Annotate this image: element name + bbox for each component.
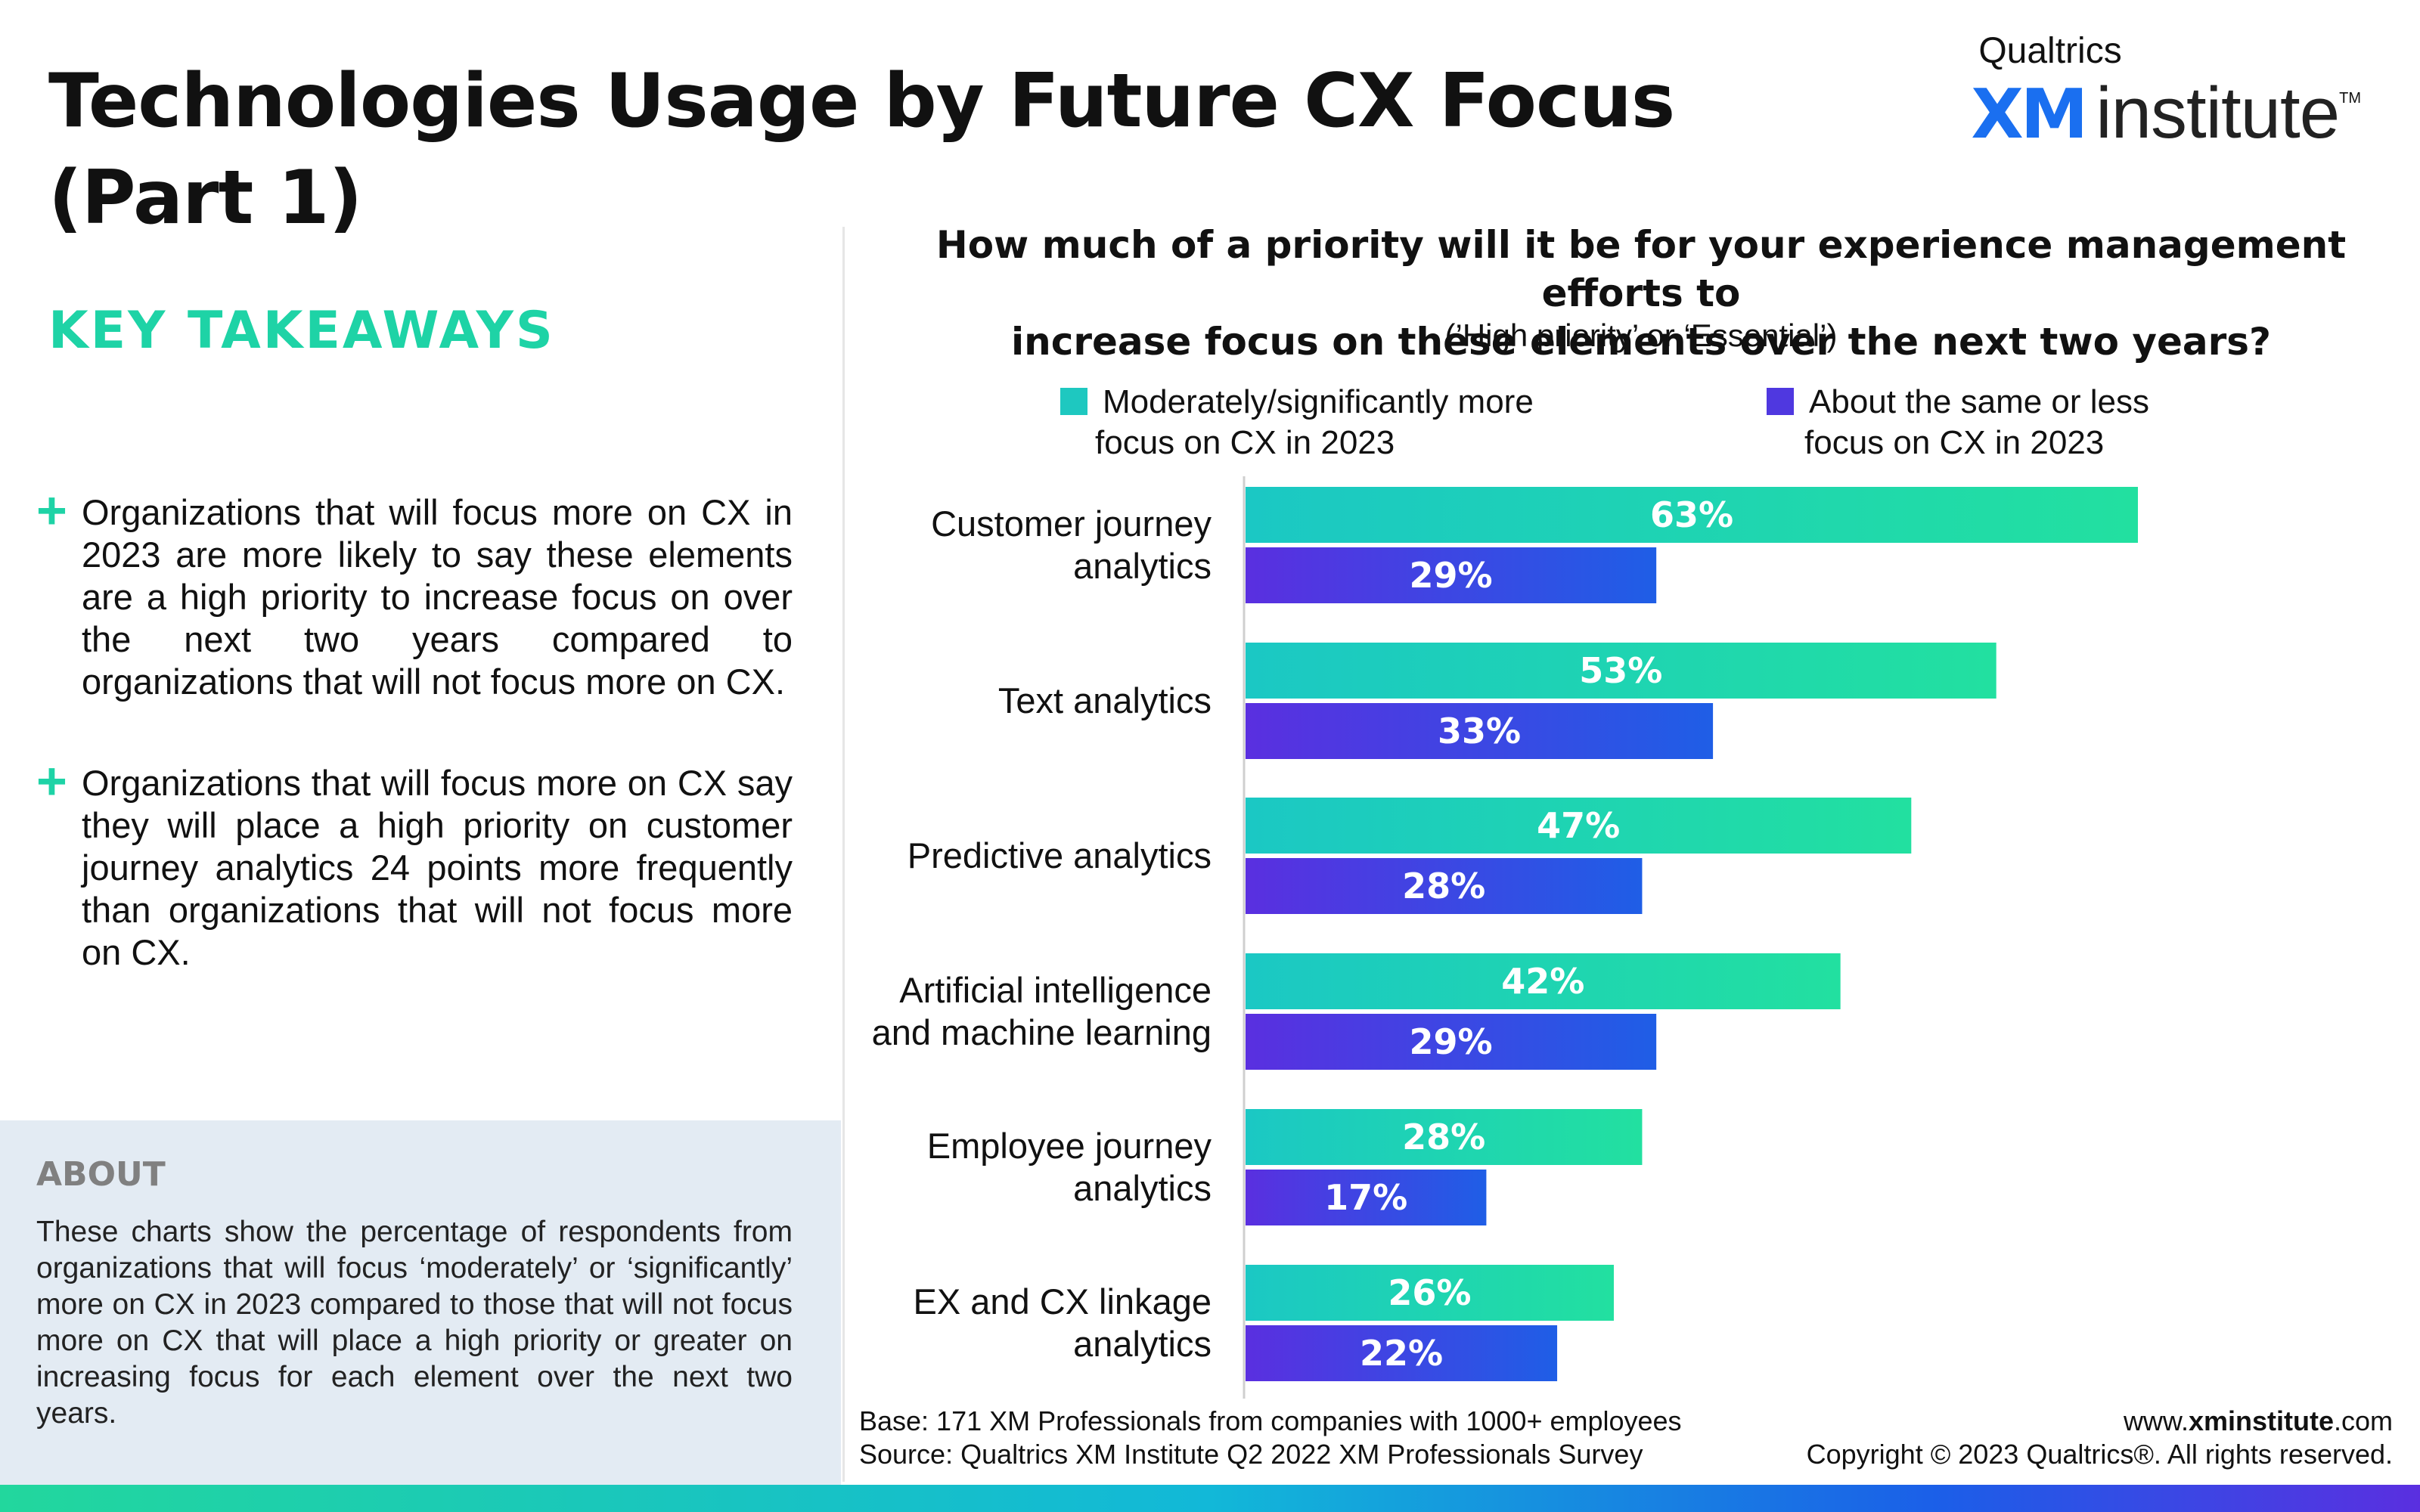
takeaway-text: Organizations that will focus more on CX…	[82, 763, 793, 972]
category-label: Artificial intelligence	[899, 970, 1212, 1010]
bar-series-2	[1246, 547, 1657, 603]
data-label: 47%	[1537, 805, 1620, 846]
page-title-line2: (Part 1)	[48, 155, 362, 241]
category-label: analytics	[1073, 546, 1212, 586]
about-text: These charts show the percentage of resp…	[36, 1216, 793, 1430]
website-name: xminstitute	[2188, 1405, 2334, 1436]
legend-item-same-or-less-focus: About the same or less focus on CX in 20…	[1767, 382, 2296, 463]
bar-series-2	[1246, 703, 1714, 759]
logo-xm: XM	[1971, 75, 2088, 154]
takeaway-text: Organizations that will focus more on CX…	[82, 492, 793, 702]
base-note: Base: 171 XM Professionals from companie…	[859, 1405, 1682, 1436]
bar-series-1	[1246, 1265, 1614, 1321]
data-label: 17%	[1324, 1177, 1407, 1218]
category-label: Employee journey	[927, 1126, 1212, 1166]
bar-series-2	[1246, 1014, 1657, 1070]
takeaway-item: + Organizations that will focus more on …	[36, 754, 793, 974]
data-label: 53%	[1579, 650, 1662, 691]
data-label: 33%	[1438, 711, 1521, 751]
chart-title-line1: How much of a priority will it be for yo…	[935, 223, 2347, 315]
bar-series-1	[1246, 1109, 1643, 1165]
plus-icon: +	[36, 751, 67, 810]
legend-label-line: About the same or less	[1809, 383, 2150, 420]
bar-series-1	[1246, 798, 1912, 854]
category-label: Customer journey	[931, 503, 1212, 544]
key-takeaways-list: + Organizations that will focus more on …	[36, 484, 793, 1033]
website-prefix: www.	[2123, 1405, 2189, 1436]
copyright-text: Copyright © 2023 Qualtrics®. All rights …	[1806, 1439, 2393, 1470]
category-label: Text analytics	[998, 680, 1212, 720]
key-takeaways-heading: KEY TAKEAWAYS	[48, 301, 555, 361]
legend-swatch-more-focus	[1060, 388, 1087, 415]
chart-title: How much of a priority will it be for yo…	[862, 221, 2420, 366]
data-label: 26%	[1388, 1272, 1471, 1313]
category-label: EX and CX linkage	[913, 1281, 1212, 1321]
bar-series-1	[1246, 487, 2138, 543]
legend-item-more-focus: Moderately/significantly more focus on C…	[1060, 382, 1590, 463]
bar-series-2	[1246, 858, 1643, 914]
source-note: Source: Qualtrics XM Institute Q2 2022 X…	[859, 1439, 1643, 1470]
chart-subtitle: (’High priority’ or ‘Essential’)	[1444, 318, 1838, 353]
copyright-block: www.xminstitute.com Copyright © 2023 Qua…	[1807, 1405, 2393, 1471]
xm-institute-logo: Qualtrics XM instituteTM	[1971, 30, 2361, 155]
category-label: analytics	[1073, 1168, 1212, 1208]
about-panel: ABOUT These charts show the percentage o…	[0, 1120, 841, 1512]
legend-swatch-same-or-less-focus	[1767, 388, 1794, 415]
category-label: analytics	[1073, 1324, 1212, 1364]
data-label: 29%	[1410, 555, 1493, 596]
takeaway-item: + Organizations that will focus more on …	[36, 484, 793, 703]
website-suffix: .com	[2333, 1405, 2393, 1436]
data-label: 28%	[1402, 866, 1485, 906]
website-link[interactable]: www.xminstitute.com	[1807, 1405, 2393, 1438]
bar-series-1	[1246, 953, 1841, 1009]
logo-brand: Qualtrics	[1978, 31, 2122, 71]
category-label: Predictive analytics	[908, 835, 1212, 875]
legend-label-more-focus: Moderately/significantly more focus on C…	[1060, 382, 1590, 463]
bottom-gradient-bar	[0, 1485, 2420, 1512]
plus-icon: +	[36, 481, 67, 540]
bar-series-1	[1246, 643, 1996, 699]
data-label: 42%	[1501, 961, 1584, 1002]
section-divider	[842, 227, 845, 1482]
chart-title-line2: increase focus on these elements over th…	[1010, 320, 2272, 364]
logo-institute: institute	[2096, 73, 2340, 153]
legend-label-line: focus on CX in 2023	[1804, 424, 2105, 461]
legend-label-line: focus on CX in 2023	[1095, 424, 1395, 461]
legend-label-line: Moderately/significantly more	[1103, 383, 1534, 420]
category-label: and machine learning	[872, 1012, 1212, 1052]
data-label: 29%	[1410, 1021, 1493, 1062]
page-title-line1: Technologies Usage by Future CX Focus	[48, 58, 1675, 144]
bar-series-2	[1246, 1325, 1558, 1381]
data-label: 63%	[1650, 494, 1733, 535]
bar-series-2	[1246, 1170, 1487, 1225]
about-heading: ABOUT	[36, 1155, 166, 1194]
page-title: Technologies Usage by Future CX Focus (P…	[48, 53, 1712, 246]
data-label: 28%	[1402, 1117, 1485, 1157]
legend-label-same-or-less-focus: About the same or less focus on CX in 20…	[1767, 382, 2296, 463]
logo-trademark: TM	[2339, 90, 2361, 107]
data-label: 22%	[1360, 1333, 1443, 1374]
chart-footnote: Base: 171 XM Professionals from companie…	[859, 1405, 1682, 1471]
